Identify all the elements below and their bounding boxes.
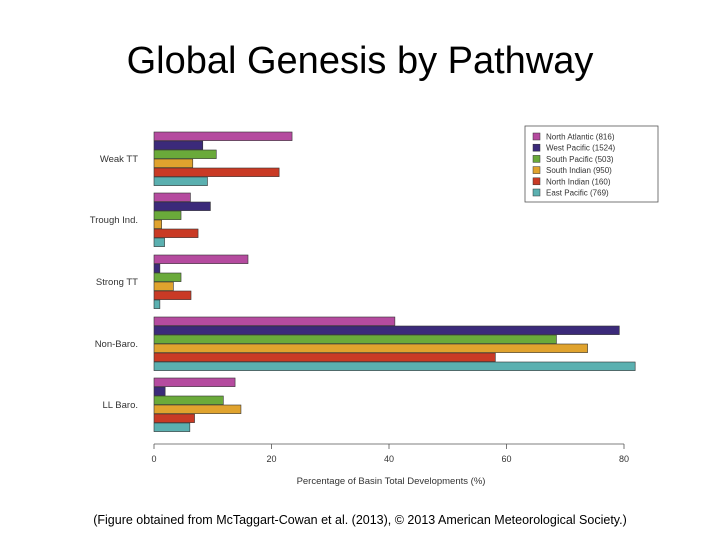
x-tick-label: 80 (619, 454, 629, 464)
bar (153, 228, 199, 238)
bar (153, 325, 620, 335)
y-category-label: Weak TT (100, 154, 138, 165)
bar (153, 361, 636, 371)
legend: North Atlantic (816) West Pacific (1524) S… (524, 125, 659, 203)
bar (153, 131, 293, 141)
bar (153, 395, 224, 405)
bar (153, 413, 195, 423)
y-category-label: LL Baro. (102, 400, 138, 411)
x-axis-label: Percentage of Basin Total Developments (… (297, 476, 486, 487)
legend-swatch (532, 177, 541, 186)
bars-group (153, 131, 636, 432)
y-category-label: Non-Baro. (95, 339, 138, 350)
bar (153, 263, 161, 273)
x-tick-label: 20 (266, 454, 276, 464)
x-tick-label: 0 (151, 454, 156, 464)
bar (153, 290, 192, 300)
bar (153, 176, 208, 186)
bar (153, 272, 182, 282)
bar (153, 334, 557, 344)
legend-entry: North Atlantic (816) (546, 133, 615, 142)
y-category-labels: Weak TT Trough Ind. Strong TT Non-Baro. LL B… (90, 154, 138, 411)
bar (153, 352, 496, 362)
bar (153, 386, 166, 396)
bar (153, 299, 161, 309)
legend-entry: South Indian (950) (546, 166, 612, 175)
bar (153, 201, 211, 211)
legend-box (524, 125, 659, 203)
bar (153, 210, 182, 220)
bar (153, 237, 165, 247)
slide-title: Global Genesis by Pathway (126, 40, 594, 82)
legend-swatch (532, 188, 541, 197)
bar (153, 149, 217, 159)
legend-entry: South Pacific (503) (546, 155, 614, 164)
bar (153, 343, 588, 353)
bar (153, 167, 280, 177)
bar (153, 140, 204, 150)
bar (153, 422, 191, 432)
bar (153, 281, 174, 291)
bar (153, 192, 191, 202)
bar (153, 158, 194, 168)
bar (153, 377, 236, 387)
bar (153, 404, 242, 414)
legend-entry: North Indian (160) (546, 177, 611, 186)
legend-entry: East Pacific (769) (546, 189, 609, 198)
bar (153, 316, 396, 326)
x-tick-label: 60 (501, 454, 511, 464)
legend-entry: West Pacific (1524) (546, 144, 616, 153)
bar (153, 219, 162, 229)
y-category-label: Trough Ind. (90, 215, 138, 226)
legend-swatch (532, 132, 541, 141)
x-tick-label: 40 (384, 454, 394, 464)
legend-swatch (532, 155, 541, 163)
y-category-label: Strong TT (96, 277, 138, 288)
legend-swatch (532, 143, 541, 152)
figure-caption: (Figure obtained from McTaggart-Cowan et… (93, 513, 627, 527)
bar (153, 254, 249, 264)
legend-swatch (532, 166, 541, 174)
x-axis: 0 20 40 60 80 Percentage of Basin Total Devel… (151, 443, 629, 487)
